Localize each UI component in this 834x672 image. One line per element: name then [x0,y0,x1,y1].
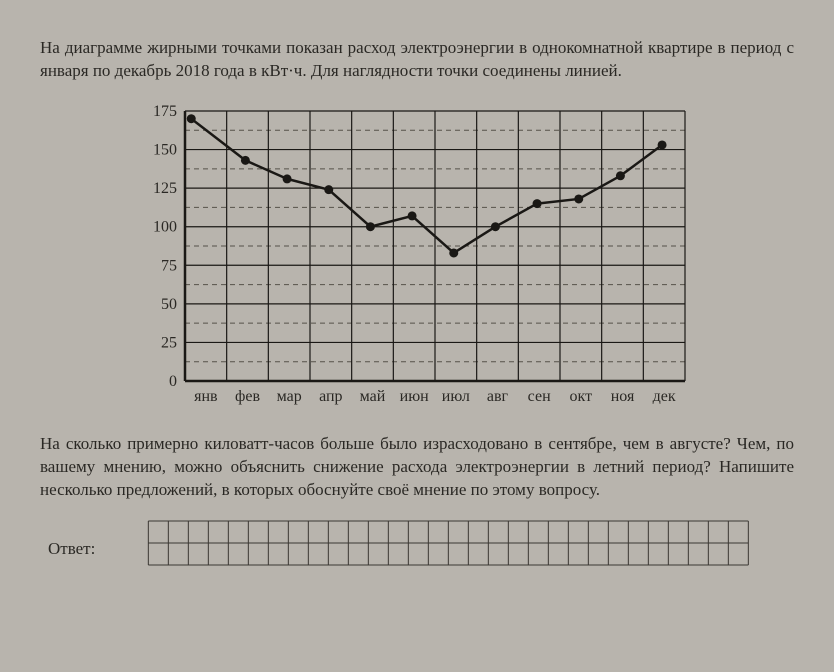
chart-svg: 0 25 50 75 100 125 150 175 янвфевмарапр майиюниюл… [135,101,695,411]
answer-label: Ответ: [48,527,95,559]
svg-text:100: 100 [153,219,177,236]
svg-text:25: 25 [161,334,177,351]
answer-grid[interactable] [103,520,794,566]
svg-text:сен: сен [528,388,551,405]
svg-text:50: 50 [161,296,177,313]
svg-text:0: 0 [169,373,177,390]
svg-text:май: май [360,388,386,405]
svg-text:75: 75 [161,257,177,274]
intro-paragraph: На диаграмме жирными точками показан рас… [40,37,794,83]
svg-text:125: 125 [153,180,177,197]
svg-text:окт: окт [570,388,593,405]
worksheet-page: На диаграмме жирными точками показан рас… [0,0,834,566]
svg-text:дек: дек [653,388,676,405]
svg-text:авг: авг [487,388,509,405]
svg-text:фев: фев [235,388,260,405]
answer-row: Ответ: [40,520,794,566]
svg-text:июн: июн [400,388,430,405]
svg-text:175: 175 [153,103,177,120]
electricity-chart: 0 25 50 75 100 125 150 175 янвфевмарапр майиюниюл… [135,101,794,416]
svg-text:апр: апр [319,388,342,405]
question-paragraph: На сколько примерно киловатт-часов больш… [40,433,794,502]
svg-text:150: 150 [153,141,177,158]
svg-text:июл: июл [442,388,470,405]
svg-text:мар: мар [277,388,302,405]
svg-text:ноя: ноя [611,388,635,405]
svg-text:янв: янв [194,388,218,405]
